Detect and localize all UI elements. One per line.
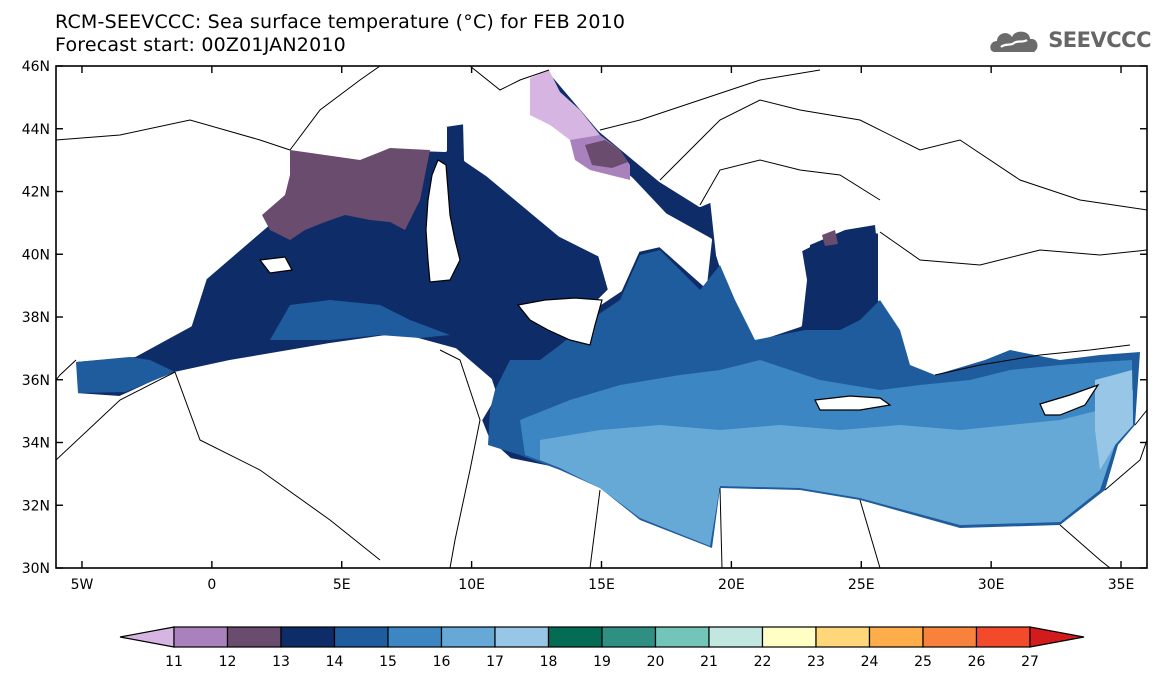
cyprus — [1039, 383, 1100, 416]
chart-title: RCM-SEEVCCC: Sea surface temperature (°C… — [55, 11, 626, 33]
sst-band-15-algeria — [270, 300, 450, 340]
cloud-icon — [990, 31, 1038, 52]
lat-tick-label: 40N — [22, 247, 50, 263]
colorbar-label: 21 — [700, 654, 718, 670]
lat-tick-label: 44N — [22, 122, 50, 138]
colorbar-label: 25 — [914, 654, 932, 670]
colorbar-label: 17 — [486, 654, 504, 670]
colorbar-arrow-low — [119, 626, 175, 648]
lat-tick-label: 36N — [22, 373, 50, 389]
lat-tick-label: 46N — [22, 59, 50, 75]
colorbar-label: 26 — [968, 654, 986, 670]
colorbar-swatch — [922, 626, 978, 648]
colorbar-swatch — [440, 626, 496, 648]
colorbar-swatch — [280, 626, 336, 648]
lon-tick-label: 10E — [458, 577, 485, 593]
sst-band-13-gulf-of-lion — [262, 148, 430, 240]
seevccc-logo: SEEVCCC — [989, 24, 1151, 56]
crete — [814, 395, 892, 411]
lat-tick-label: 32N — [22, 498, 50, 514]
sst-band-13-aegean-spot — [822, 230, 838, 246]
country-borders — [56, 66, 1147, 568]
lon-tick-label: 35E — [1108, 577, 1135, 593]
balearics — [258, 256, 293, 274]
lon-tick-label: 5E — [333, 577, 351, 593]
colorbar-swatch — [173, 626, 229, 648]
colorbar-swatch — [975, 626, 1031, 648]
colorbar-label: 13 — [272, 654, 290, 670]
colorbar-swatch — [494, 626, 550, 648]
lon-tick-label: 5W — [71, 577, 94, 593]
colorbar-swatch — [547, 626, 603, 648]
colorbar-swatch — [226, 626, 282, 648]
colorbar-label: 11 — [165, 654, 183, 670]
lat-tick-label: 42N — [22, 185, 50, 201]
sst-band-18-levant — [1095, 370, 1133, 470]
lat-tick-label: 30N — [22, 561, 50, 577]
colorbar-label: 27 — [1021, 654, 1039, 670]
lon-tick-label: 25E — [848, 577, 875, 593]
colorbar-label: 12 — [219, 654, 237, 670]
colorbar-label: 15 — [379, 654, 397, 670]
logo-text: SEEVCCC — [1048, 28, 1151, 52]
colorbar-label: 18 — [540, 654, 558, 670]
colorbar-swatch — [654, 626, 710, 648]
colorbar-swatch — [601, 626, 657, 648]
colorbar-label: 14 — [326, 654, 344, 670]
colorbar-label: 19 — [593, 654, 611, 670]
colorbar-swatch — [387, 626, 443, 648]
corsica-sardinia — [425, 159, 461, 283]
lon-tick-label: 30E — [978, 577, 1005, 593]
lon-tick-label: 0 — [207, 577, 216, 593]
sst-band-15-alboran — [76, 357, 175, 393]
colorbar-swatch — [333, 626, 389, 648]
sicily — [516, 297, 603, 346]
lat-tick-label: 34N — [22, 436, 50, 452]
lon-tick-label: 20E — [718, 577, 745, 593]
colorbar-label: 20 — [647, 654, 665, 670]
colorbar-label: 23 — [807, 654, 825, 670]
colorbar-swatch — [708, 626, 764, 648]
colorbar-swatch — [815, 626, 871, 648]
colorbar-arrow-high — [1029, 626, 1085, 648]
lat-tick-label: 38N — [22, 310, 50, 326]
sst-band-17 — [540, 390, 1133, 546]
lon-tick-label: 15E — [588, 577, 615, 593]
colorbar-label: 16 — [433, 654, 451, 670]
colorbar-swatch — [761, 626, 817, 648]
chart-subtitle: Forecast start: 00Z01JAN2010 — [55, 34, 346, 56]
colorbar-swatch — [868, 626, 924, 648]
colorbar-label: 22 — [754, 654, 772, 670]
sst-band-13-adriatic — [585, 140, 628, 168]
colorbar-label: 24 — [861, 654, 879, 670]
